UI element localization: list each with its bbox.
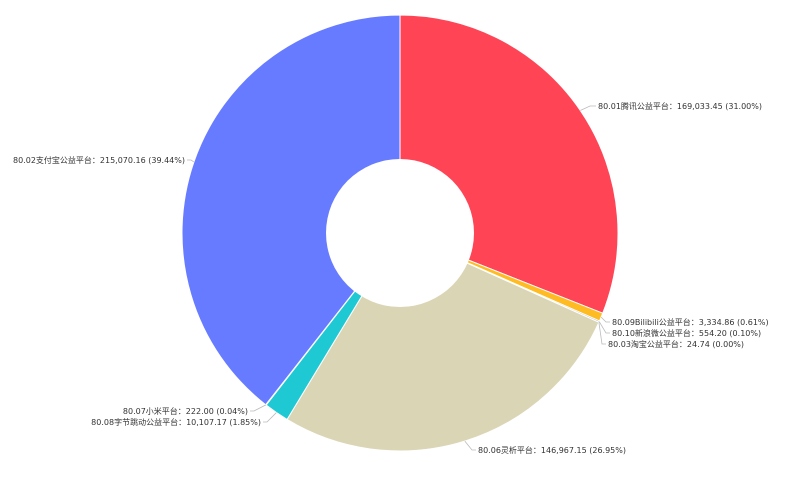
pie-slice-4[interactable] bbox=[286, 232, 600, 452]
labels-group: 80.01腾讯公益平台：169,033.45 (31.00%) 80.09Bili… bbox=[13, 101, 769, 455]
leader-lines-group bbox=[187, 105, 610, 451]
leader-line-2 bbox=[598, 321, 610, 334]
leader-line-3 bbox=[598, 322, 606, 345]
slice-label-6: 80.07小米平台：222.00 (0.04%) bbox=[123, 406, 248, 416]
pie-slice-7[interactable] bbox=[181, 14, 401, 406]
leader-line-5 bbox=[263, 412, 277, 423]
leader-line-0 bbox=[580, 105, 596, 111]
slice-label-0: 80.01腾讯公益平台：169,033.45 (31.00%) bbox=[598, 101, 762, 111]
slice-label-5: 80.08字节跳动公益平台：10,107.17 (1.85%) bbox=[91, 417, 261, 427]
leader-line-1 bbox=[600, 316, 610, 323]
leader-line-6 bbox=[250, 404, 267, 412]
donut-hole bbox=[326, 159, 474, 307]
leader-line-4 bbox=[464, 440, 476, 451]
leader-line-7 bbox=[187, 159, 195, 163]
slice-label-1: 80.09Bilibili公益平台：3,334.86 (0.61%) bbox=[612, 317, 769, 327]
slice-label-7: 80.02支付宝公益平台：215,070.16 (39.44%) bbox=[13, 155, 185, 165]
slice-label-2: 80.10新浪微公益平台：554.20 (0.10%) bbox=[612, 328, 761, 338]
slice-label-3: 80.03淘宝公益平台：24.74 (0.00%) bbox=[608, 339, 744, 349]
slice-label-4: 80.06灵析平台：146,967.15 (26.95%) bbox=[478, 445, 626, 455]
